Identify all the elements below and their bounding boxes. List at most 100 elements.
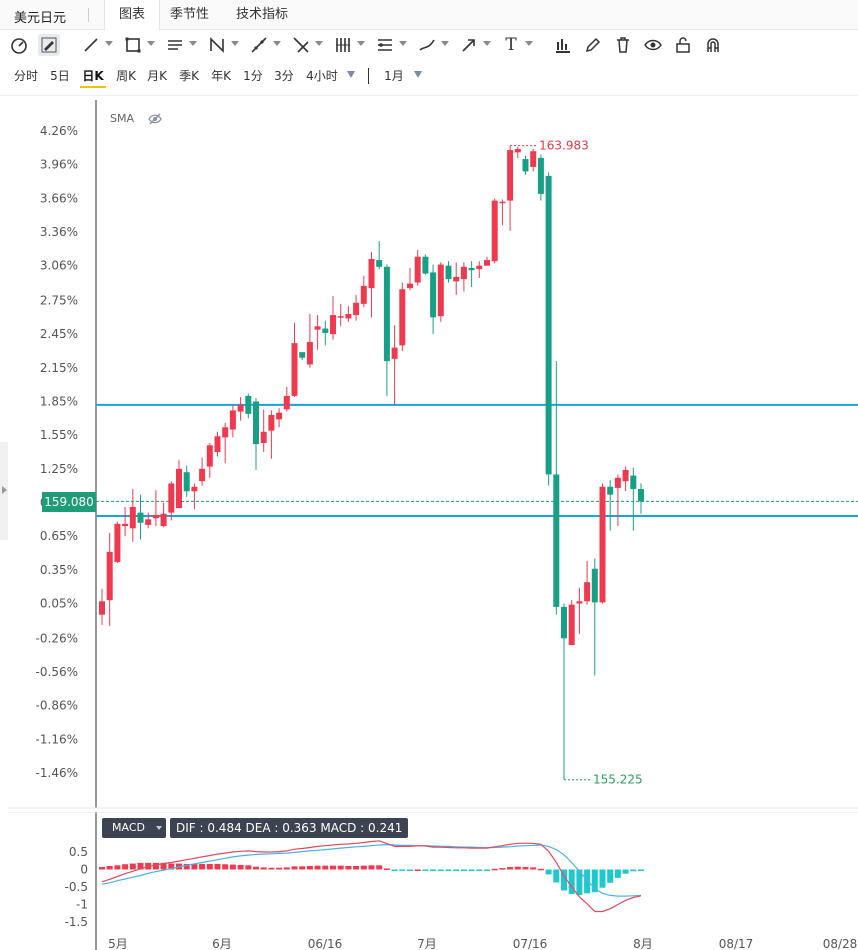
macd-histogram-bar: [399, 869, 406, 871]
macd-histogram-bar: [507, 867, 514, 870]
columns-icon[interactable]: [332, 34, 354, 56]
y-tick-label: 2.45%: [40, 327, 78, 341]
edit-icon[interactable]: [582, 34, 604, 56]
period-yearly[interactable]: 年K: [211, 69, 231, 83]
y-tick-label: -0.86%: [36, 699, 78, 713]
gann-dropdown-caret[interactable]: [315, 41, 323, 46]
tab-indicators[interactable]: 技术指标: [236, 7, 289, 22]
candle-body: [407, 283, 413, 289]
candle-body: [491, 200, 498, 262]
macd-histogram-bar: [453, 869, 460, 871]
gauge-icon[interactable]: [8, 34, 30, 56]
macd-histogram-bar: [476, 869, 483, 871]
candle-body: [191, 486, 198, 492]
line-icon[interactable]: [80, 34, 102, 56]
parallel-lines-icon[interactable]: [164, 34, 186, 56]
macd-histogram-bar: [183, 863, 190, 870]
macd-histogram-bar: [214, 863, 221, 870]
period-weekly[interactable]: 周K: [116, 69, 136, 83]
range-dropdown-caret[interactable]: [414, 71, 422, 78]
parallel-dropdown-caret[interactable]: [189, 41, 197, 46]
fibonacci-dropdown-caret[interactable]: [273, 41, 281, 46]
candlestick-chart[interactable]: 4.26% 3.96% 3.66% 3.36% 3.06% 2.75% 2.45% 2.15%…: [0, 100, 858, 810]
dif-line: [101, 840, 642, 913]
pencil-icon[interactable]: [38, 34, 60, 56]
macd-histogram-bar: [591, 869, 598, 893]
macd-selector[interactable]: MACD: [102, 818, 166, 838]
period-1min[interactable]: 1分: [243, 69, 263, 83]
magnet-icon[interactable]: [702, 34, 724, 56]
macd-histogram-bar: [237, 864, 244, 870]
y-tick-label: 3.96%: [40, 158, 78, 172]
macd-histogram-bar: [345, 866, 352, 870]
brush-dropdown-caret[interactable]: [441, 41, 449, 46]
lock-icon[interactable]: [672, 34, 694, 56]
y-tick-label: 0.65%: [40, 529, 78, 543]
macd-y-tick-label: -0.5: [65, 880, 88, 894]
macd-histogram-bar: [499, 868, 506, 870]
macd-histogram-bar: [430, 869, 437, 871]
macd-histogram-bar: [422, 869, 429, 871]
bar-chart-icon[interactable]: [552, 34, 574, 56]
candle-body: [206, 445, 213, 467]
arrow-icon[interactable]: [458, 34, 480, 56]
fibonacci-icon[interactable]: [248, 34, 270, 56]
text-icon[interactable]: T: [505, 35, 517, 55]
sidebar-collapse-handle[interactable]: [0, 442, 8, 540]
projection-icon[interactable]: [374, 34, 396, 56]
brush-icon[interactable]: [416, 34, 438, 56]
eye-icon[interactable]: [642, 34, 664, 56]
macd-histogram-bar: [106, 866, 113, 870]
candle-body: [522, 159, 529, 172]
candle-body: [183, 472, 190, 492]
candle-body: [568, 604, 575, 646]
x-tick-label: 6月: [212, 937, 232, 950]
candle-body: [622, 469, 629, 482]
macd-histogram-bar: [622, 869, 629, 874]
period-daily[interactable]: 日K: [80, 64, 106, 88]
line-dropdown-caret[interactable]: [105, 41, 113, 46]
rectangle-dropdown-caret[interactable]: [147, 41, 155, 46]
macd-histogram-bar: [330, 865, 336, 870]
macd-histogram-bar: [222, 864, 229, 870]
macd-histogram-bar: [283, 867, 290, 870]
candle-body: [553, 474, 560, 607]
projection-dropdown-caret[interactable]: [399, 41, 407, 46]
candle-body: [484, 260, 490, 266]
period-quarterly[interactable]: 季K: [179, 69, 199, 83]
macd-histogram-bar: [584, 869, 591, 894]
period-more-caret[interactable]: [347, 71, 355, 78]
macd-histogram-bar: [337, 865, 344, 870]
rectangle-icon[interactable]: [122, 34, 144, 56]
header-divider: [88, 8, 89, 22]
macd-histogram-bar: [206, 863, 213, 870]
candle-body: [137, 512, 144, 523]
eye-off-icon[interactable]: [148, 113, 162, 125]
candle-body: [607, 486, 614, 495]
pattern-dropdown-caret[interactable]: [231, 41, 239, 46]
tab-seasonality[interactable]: 季节性: [170, 7, 210, 22]
period-monthly[interactable]: 月K: [147, 69, 167, 83]
period-intraday[interactable]: 分时: [13, 69, 38, 83]
candle-body: [222, 427, 229, 438]
text-dropdown-caret[interactable]: [525, 41, 533, 46]
period-5day[interactable]: 5日: [50, 69, 70, 83]
candle-body: [314, 326, 321, 330]
gann-icon[interactable]: [290, 34, 312, 56]
macd-histogram-bar: [353, 866, 360, 870]
period-4hour[interactable]: 4小时: [306, 69, 338, 83]
candle-body: [260, 431, 267, 444]
columns-dropdown-caret[interactable]: [357, 41, 365, 46]
macd-histogram-bar: [383, 868, 390, 870]
period-divider: [368, 68, 369, 84]
range-selector[interactable]: 1月: [384, 69, 404, 83]
candle-body: [129, 506, 136, 529]
macd-histogram-bar: [514, 866, 521, 870]
candle-body: [229, 410, 236, 430]
candle-body: [283, 395, 290, 410]
tab-chart[interactable]: 图表: [104, 0, 161, 31]
arrow-dropdown-caret[interactable]: [483, 41, 491, 46]
trash-icon[interactable]: [612, 34, 634, 56]
pattern-icon[interactable]: [206, 34, 228, 56]
period-3min[interactable]: 3分: [274, 69, 294, 83]
